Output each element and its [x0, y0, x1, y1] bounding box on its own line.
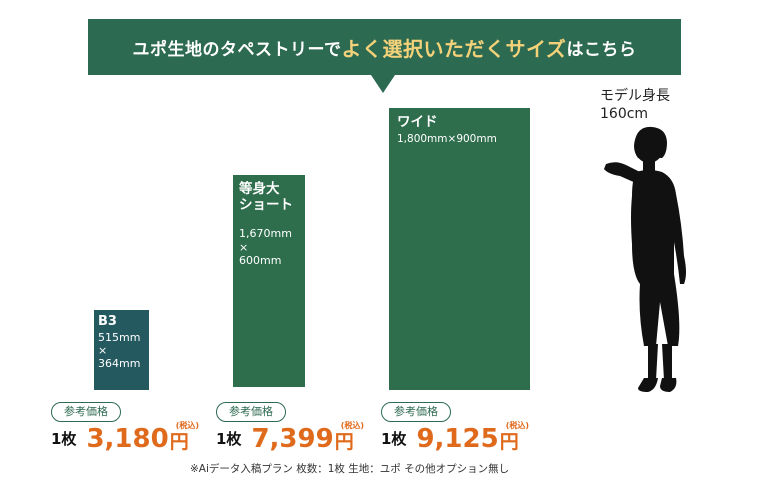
footnote: ※Aiデータ入稿プラン 枚数：1枚 生地：ユポ その他オプション無し	[190, 463, 510, 475]
headline-banner: ユポ生地のタペストリーで よく選択いただくサイズ はこちら	[88, 19, 681, 75]
price-yen-symbol: 円	[499, 431, 519, 453]
panel-name: 等身大 ショート	[239, 181, 299, 213]
panel-times: ×	[98, 343, 108, 357]
panel-dimensions: 1,800mm×900mm	[397, 133, 497, 146]
price-b3: 参考価格 1枚 3,180 (税込) 円	[51, 400, 199, 454]
banner-pointer	[371, 75, 395, 93]
panel-name: ワイド	[397, 114, 438, 130]
banner-suffix: はこちら	[566, 39, 637, 60]
panel-b3: B3 515mm × 364mm	[94, 310, 149, 390]
price-quantity: 1枚	[216, 430, 242, 448]
banner-highlight: よく選択いただくサイズ	[341, 36, 567, 61]
price-wide: 参考価格 1枚 9,125 (税込) 円	[381, 400, 529, 454]
model-label-line1: モデル身長	[600, 88, 670, 104]
panel-width: 1,670mm	[239, 227, 292, 241]
price-yen: (税込) 円	[334, 422, 364, 453]
panel-name: B3	[98, 314, 117, 329]
price-lifesize-short: 参考価格 1枚 7,399 (税込) 円	[216, 400, 364, 454]
price-amount: 9,125	[416, 424, 499, 454]
price-line: 1枚 9,125 (税込) 円	[381, 422, 529, 454]
banner-prefix: ユポ生地のタペストリーで	[132, 39, 342, 60]
model-label-line2: 160cm	[600, 106, 649, 123]
price-line: 1枚 7,399 (税込) 円	[216, 422, 364, 454]
price-yen: (税込) 円	[499, 422, 529, 453]
panel-width: 515mm	[98, 330, 141, 344]
price-quantity: 1枚	[381, 430, 407, 448]
price-yen-symbol: 円	[334, 431, 354, 453]
panel-wide: ワイド 1,800mm×900mm	[389, 108, 530, 390]
reference-price-badge: 参考価格	[381, 402, 451, 422]
price-yen: (税込) 円	[169, 422, 199, 453]
tax-included-label: (税込)	[340, 421, 364, 430]
model-height-label: モデル身長 160cm	[600, 87, 670, 123]
reference-price-badge: 参考価格	[51, 402, 121, 422]
reference-price-badge: 参考価格	[216, 402, 286, 422]
panel-dimensions: 515mm × 364mm	[98, 331, 145, 371]
price-line: 1枚 3,180 (税込) 円	[51, 422, 199, 454]
tax-included-label: (税込)	[175, 421, 199, 430]
panel-name-line1: 等身大	[239, 181, 280, 197]
tax-included-label: (税込)	[505, 421, 529, 430]
model-silhouette-icon	[604, 126, 686, 392]
price-amount: 7,399	[251, 424, 334, 454]
panel-lifesize-short: 等身大 ショート 1,670mm × 600mm	[233, 175, 305, 387]
panel-dimensions: 1,670mm × 600mm	[239, 227, 299, 267]
panel-height: 364mm	[98, 356, 141, 370]
price-yen-symbol: 円	[169, 431, 189, 453]
price-amount: 3,180	[86, 424, 169, 454]
panel-height: 600mm	[239, 253, 282, 267]
panel-times: ×	[239, 240, 249, 254]
panel-name-line2: ショート	[239, 197, 293, 214]
price-quantity: 1枚	[51, 430, 77, 448]
